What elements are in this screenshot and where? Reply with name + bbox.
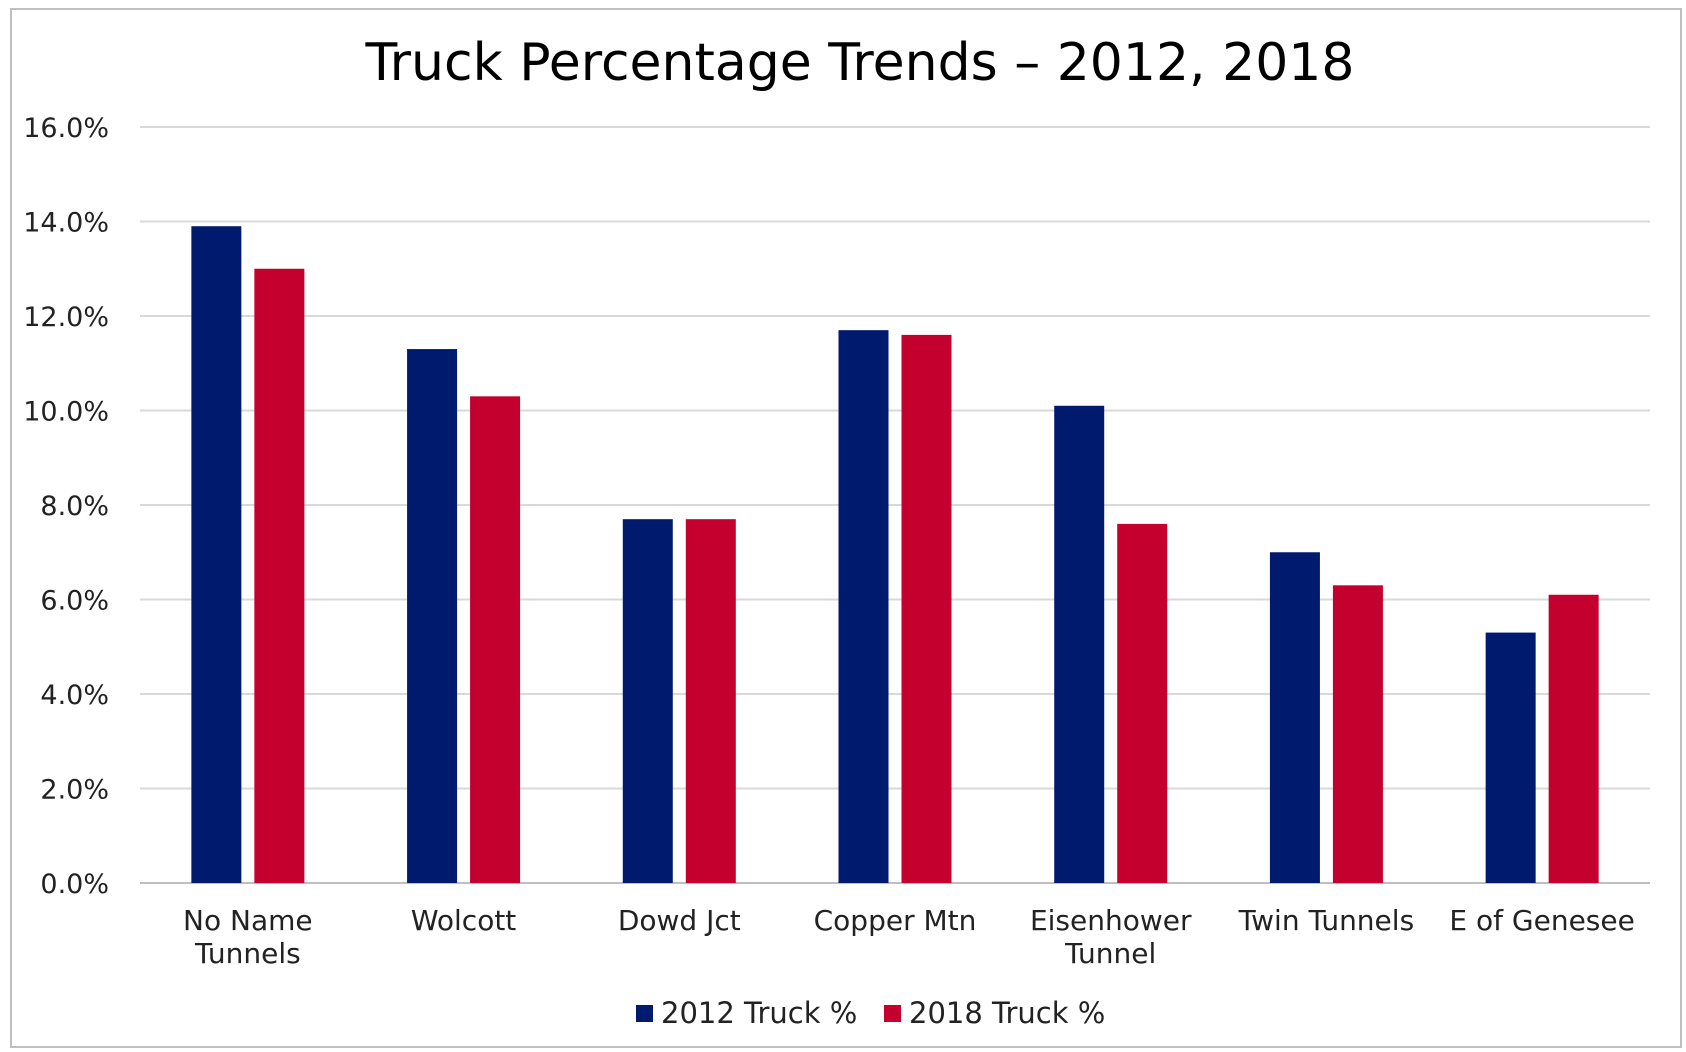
bar xyxy=(901,334,952,883)
bar xyxy=(254,268,305,883)
y-tick-label: 6.0% xyxy=(40,586,109,617)
chart-title: Truck Percentage Trends – 2012, 2018 xyxy=(365,33,1355,93)
y-tick-label: 0.0% xyxy=(40,869,109,900)
legend-swatch xyxy=(884,1005,901,1022)
x-category-label: Copper Mtn xyxy=(814,904,977,937)
y-tick-label: 2.0% xyxy=(40,775,109,806)
x-category-label: No Name xyxy=(183,904,313,937)
bar xyxy=(1117,523,1168,883)
x-category-label: Dowd Jct xyxy=(618,904,741,937)
bar xyxy=(1485,632,1536,883)
grid-lines xyxy=(140,126,1650,884)
bar xyxy=(1332,585,1383,883)
bar xyxy=(838,330,889,883)
x-category-label: Eisenhower xyxy=(1030,904,1192,937)
bar xyxy=(1548,594,1599,883)
bar xyxy=(685,519,736,883)
bar xyxy=(191,226,242,884)
bar xyxy=(470,396,521,883)
x-category-label: Wolcott xyxy=(411,904,516,937)
legend-label: 2018 Truck % xyxy=(909,996,1105,1030)
y-tick-label: 4.0% xyxy=(40,680,109,711)
bar xyxy=(407,349,458,883)
y-tick-label: 14.0% xyxy=(23,208,109,239)
bar xyxy=(622,519,673,883)
bar xyxy=(1269,552,1320,883)
x-category-label: Tunnel xyxy=(1064,937,1156,970)
y-tick-label: 10.0% xyxy=(23,397,109,428)
y-tick-label: 16.0% xyxy=(23,113,109,144)
y-tick-label: 8.0% xyxy=(40,491,109,522)
y-tick-label: 12.0% xyxy=(23,302,109,333)
x-category-label: E of Genesee xyxy=(1449,904,1634,937)
y-axis-ticks: 0.0% 2.0% 4.0% 6.0% 8.0% 10.0% 12.0% 14.0% 16.0% xyxy=(23,113,109,900)
bar xyxy=(1054,405,1105,883)
legend: 2012 Truck % 2018 Truck % xyxy=(636,996,1105,1030)
x-category-label: Tunnels xyxy=(194,937,301,970)
bars xyxy=(191,226,1599,884)
x-category-label: Twin Tunnels xyxy=(1238,904,1414,937)
legend-label: 2012 Truck % xyxy=(661,996,857,1030)
legend-swatch xyxy=(636,1005,653,1022)
